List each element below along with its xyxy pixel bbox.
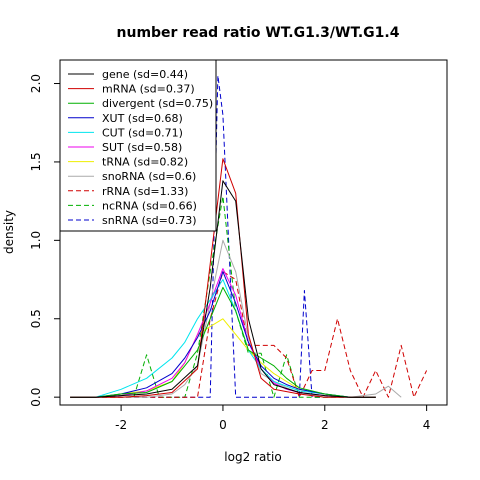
legend-entry: tRNA (sd=0.82) [102,156,188,169]
series-line [70,75,376,398]
series-layer [70,75,428,398]
y-tick-label: 2.0 [29,74,43,93]
x-tick-label: 0 [219,418,227,432]
y-tick-label: 1.0 [29,231,43,250]
x-tick-label: 2 [321,418,329,432]
legend-entry: XUT (sd=0.68) [102,112,183,125]
legend-entry: CUT (sd=0.71) [102,126,183,139]
y-axis-label: density [2,210,16,254]
y-tick-label: 0.5 [29,309,43,328]
series-line [70,180,376,398]
series-line [70,271,428,398]
series-line [70,279,376,398]
x-tick-label: 4 [423,418,431,432]
series-line [70,239,402,398]
x-axis: -2 0 2 4 [115,404,431,432]
legend-entry: divergent (sd=0.75) [102,97,213,110]
chart-title: number read ratio WT.G1.3/WT.G1.4 [117,25,400,41]
legend-entry: mRNA (sd=0.37) [102,83,195,96]
legend-entry: rRNA (sd=1.33) [102,185,188,198]
y-tick-label: 1.5 [29,152,43,171]
legend-entry: SUT (sd=0.58) [102,141,182,154]
legend-entry: ncRNA (sd=0.66) [102,199,197,212]
x-axis-label: log2 ratio [224,450,281,464]
legend: gene (sd=0.44) mRNA (sd=0.37)divergent (s… [59,59,217,232]
legend-entry: snRNA (sd=0.73) [102,214,197,227]
series-line [70,286,376,398]
series-line [70,271,376,398]
legend-entry: snoRNA (sd=0.6) [102,170,196,183]
y-axis: 0.0 0.5 1.0 1.5 2.0 [29,74,61,407]
series-line [70,318,376,398]
x-tick-label: -2 [115,418,127,432]
legend-entry: gene (sd=0.44) [102,68,188,81]
series-line [70,158,376,398]
y-tick-label: 0.0 [29,388,43,407]
